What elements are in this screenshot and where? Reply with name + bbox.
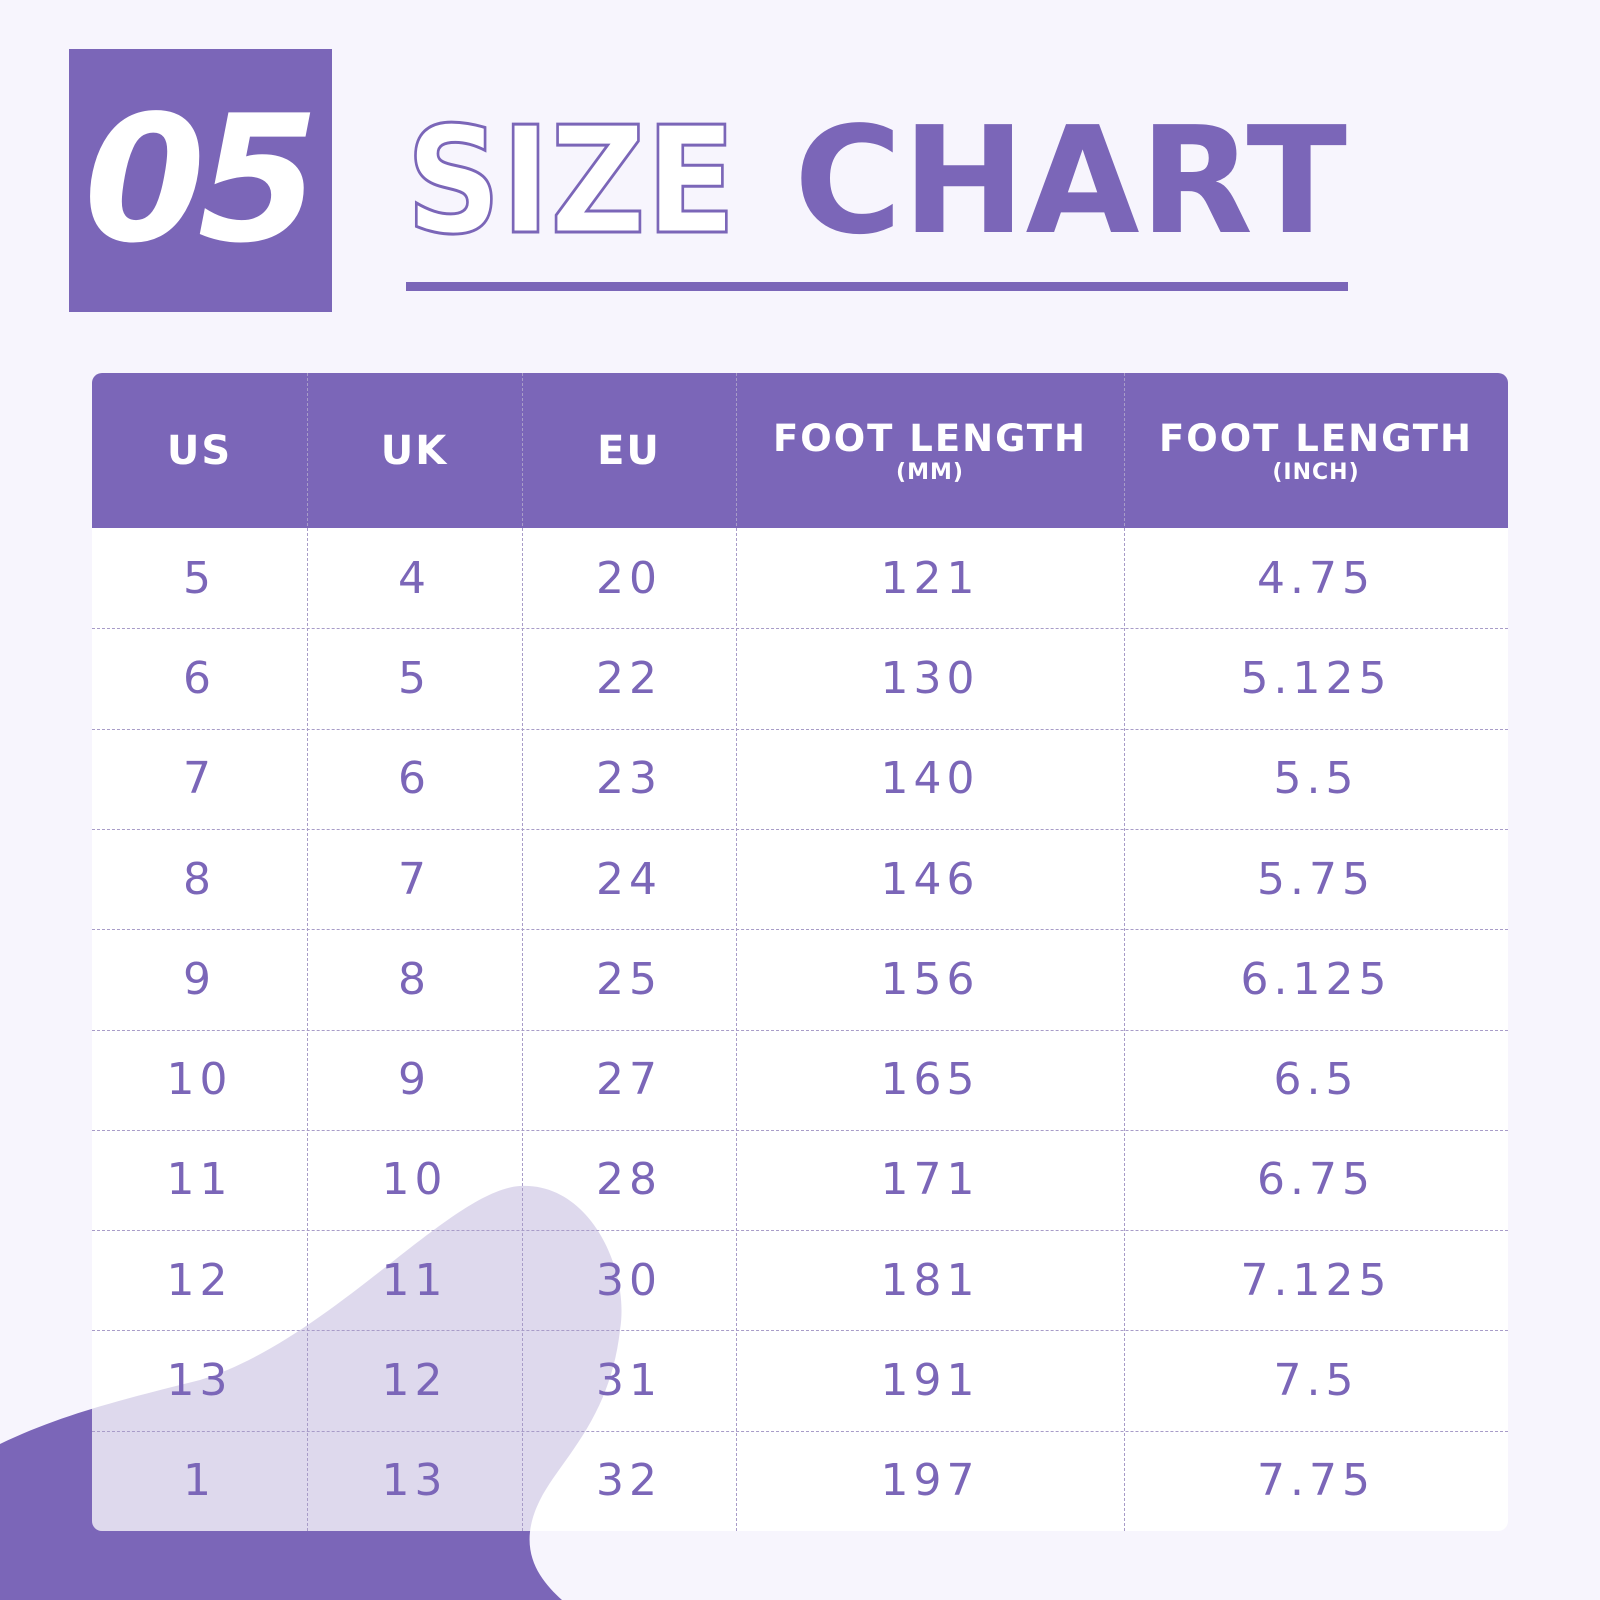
table-cell: 13 (166, 1355, 233, 1407)
title-bold: CHART (794, 95, 1347, 267)
table-cell: 22 (596, 652, 662, 704)
header-label: UK (380, 427, 449, 474)
header-label: US (166, 427, 233, 474)
table-cell: 9 (183, 953, 216, 1005)
table-cell: 27 (596, 1054, 662, 1106)
row-divider (92, 1129, 1508, 1131)
row-divider (92, 1430, 1508, 1432)
column-divider (307, 373, 308, 1531)
table-cell: 5.5 (1273, 753, 1359, 805)
title-outline: SIZE (406, 95, 736, 267)
table-cell: 156 (880, 953, 980, 1005)
row-divider (92, 929, 1508, 931)
table-cell: 12 (381, 1355, 448, 1407)
header-cell: US (92, 373, 307, 528)
table-cell: 171 (880, 1154, 980, 1206)
table-cell: 7.125 (1240, 1254, 1392, 1306)
column-divider (522, 373, 523, 1531)
table-cell: 8 (183, 853, 216, 905)
table-cell: 28 (596, 1154, 662, 1206)
table-cell: 6.5 (1273, 1054, 1359, 1106)
row-divider (92, 828, 1508, 830)
table-cell: 5 (183, 552, 216, 604)
header-unit: (INCH) (1272, 459, 1360, 485)
header-cell: UK (307, 373, 522, 528)
column-divider (1124, 373, 1125, 1531)
badge: 05 (69, 49, 332, 312)
table-cell: 191 (880, 1355, 980, 1407)
table-cell: 20 (596, 552, 662, 604)
table-cell: 7 (183, 753, 216, 805)
row-divider (92, 628, 1508, 630)
table-cell: 12 (166, 1254, 233, 1306)
header-cell: EU (522, 373, 736, 528)
table-cell: 7.5 (1273, 1355, 1359, 1407)
table-cell: 4.75 (1257, 552, 1375, 604)
column-divider (736, 373, 737, 1531)
size-table: US UK EU FOOT LENGTH (MM) FOOT LENGTH (INCH) 5 4… (92, 373, 1508, 1531)
table-cell: 7 (398, 853, 431, 905)
table-cell: 24 (596, 853, 662, 905)
table-cell: 6.75 (1257, 1154, 1375, 1206)
table-cell: 11 (381, 1254, 448, 1306)
table-cell: 181 (880, 1254, 980, 1306)
table-cell: 11 (166, 1154, 233, 1206)
header-cell: FOOT LENGTH (INCH) (1124, 373, 1508, 528)
table-cell: 140 (880, 753, 980, 805)
row-divider (92, 1330, 1508, 1332)
table-cell: 10 (166, 1054, 233, 1106)
table-cell: 6 (183, 652, 216, 704)
table-cell: 6 (398, 753, 431, 805)
table-cell: 165 (880, 1054, 980, 1106)
table-cell: 30 (596, 1254, 662, 1306)
header-cell: FOOT LENGTH (MM) (736, 373, 1124, 528)
table-cell: 25 (596, 953, 662, 1005)
row-divider (92, 1230, 1508, 1232)
table-cell: 5.125 (1240, 652, 1392, 704)
header-label: FOOT LENGTH (1158, 416, 1474, 460)
table-cell: 121 (880, 552, 980, 604)
table-cell: 23 (596, 753, 662, 805)
table-cell: 4 (398, 552, 431, 604)
table-cell: 5 (398, 652, 431, 704)
table-cell: 146 (880, 853, 980, 905)
table-cell: 5.75 (1257, 853, 1375, 905)
table-cell: 31 (596, 1355, 662, 1407)
header-unit: (MM) (896, 459, 964, 485)
row-divider (92, 1029, 1508, 1031)
header-label: EU (597, 427, 661, 474)
table-cell: 32 (596, 1455, 662, 1507)
table-cell: 7.75 (1257, 1455, 1375, 1507)
table-cell: 130 (880, 652, 980, 704)
table-cell: 8 (398, 953, 431, 1005)
table-cell: 13 (381, 1455, 448, 1507)
badge-number: 05 (83, 79, 320, 282)
title-underline (406, 282, 1348, 291)
table-cell: 6.125 (1240, 953, 1392, 1005)
table-cell: 10 (381, 1154, 448, 1206)
header-label: FOOT LENGTH (772, 416, 1088, 460)
row-divider (92, 728, 1508, 730)
table-cell: 9 (398, 1054, 431, 1106)
table-cell: 1 (183, 1455, 216, 1507)
table-cell: 197 (880, 1455, 980, 1507)
